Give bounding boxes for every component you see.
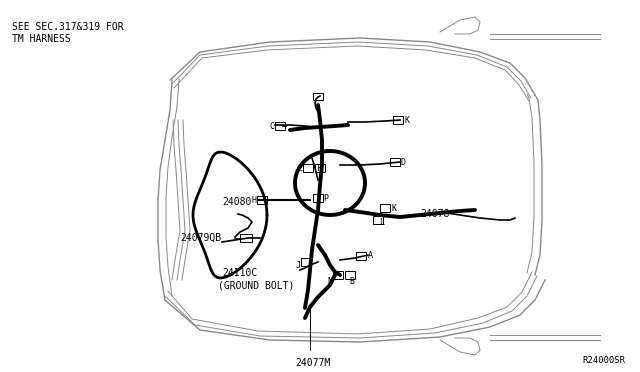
Bar	[380, 204, 390, 212]
Text: H: H	[252, 196, 257, 205]
Text: N: N	[328, 278, 333, 286]
Text: B: B	[349, 278, 355, 286]
Text: E: E	[298, 164, 303, 173]
Text: A: A	[367, 251, 372, 260]
Text: 24078: 24078	[420, 209, 449, 219]
Bar	[393, 116, 403, 124]
Text: 24079QB: 24079QB	[180, 233, 221, 243]
Bar	[373, 216, 383, 224]
Bar	[275, 122, 285, 130]
Bar	[313, 93, 323, 99]
Bar	[356, 252, 366, 260]
Bar	[313, 194, 323, 202]
Text: K: K	[392, 203, 397, 212]
Text: F: F	[317, 164, 323, 173]
Bar	[257, 196, 267, 204]
Text: SEE SEC.317&319 FOR: SEE SEC.317&319 FOR	[12, 22, 124, 32]
Text: 24110C: 24110C	[222, 268, 257, 278]
Text: R24000SR: R24000SR	[582, 356, 625, 365]
Text: J: J	[296, 260, 301, 269]
Bar	[315, 164, 325, 172]
Text: 24080: 24080	[222, 197, 252, 207]
Text: 24077M: 24077M	[295, 358, 330, 368]
Bar	[301, 258, 311, 266]
Text: C: C	[269, 122, 275, 131]
Text: D: D	[401, 157, 406, 167]
Text: P: P	[323, 193, 328, 202]
Bar	[333, 271, 343, 279]
Text: (GROUND BOLT): (GROUND BOLT)	[218, 280, 294, 290]
Bar	[390, 158, 400, 166]
Text: L: L	[380, 218, 385, 227]
Text: TM HARNESS: TM HARNESS	[12, 34, 71, 44]
Bar	[303, 164, 313, 172]
Text: K: K	[404, 115, 410, 125]
Bar	[345, 271, 355, 279]
Bar	[240, 234, 252, 242]
